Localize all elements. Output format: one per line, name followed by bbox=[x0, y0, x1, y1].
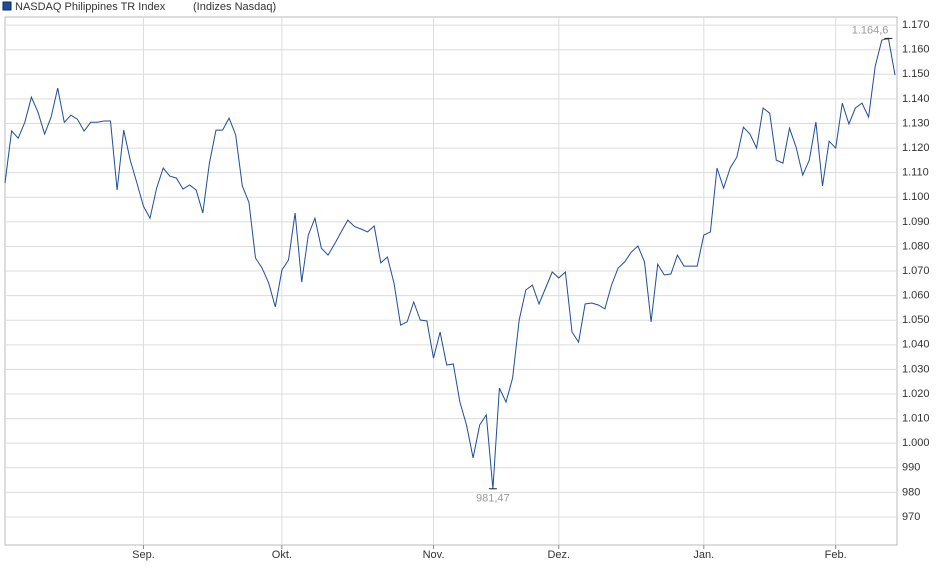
x-tick-label: Okt. bbox=[272, 549, 292, 561]
x-tick-label: Dez. bbox=[547, 549, 570, 561]
x-tick-label: Sep. bbox=[132, 549, 155, 561]
y-tick-label: 970 bbox=[902, 511, 920, 523]
y-tick-label: 1.100 bbox=[902, 191, 930, 203]
y-tick-label: 1.030 bbox=[902, 363, 930, 375]
y-tick-label: 1.150 bbox=[902, 68, 930, 80]
legend-label: NASDAQ Philippines TR Index bbox=[15, 1, 166, 13]
y-tick-label: 1.160 bbox=[902, 44, 930, 56]
x-tick-label: Jan. bbox=[693, 549, 714, 561]
legend-swatch bbox=[2, 1, 12, 11]
y-tick-label: 1.130 bbox=[902, 117, 930, 129]
y-tick-label: 1.090 bbox=[902, 216, 930, 228]
value-label: 981,47 bbox=[476, 493, 510, 505]
y-tick-label: 980 bbox=[902, 486, 920, 498]
y-tick-label: 1.170 bbox=[902, 19, 930, 31]
y-tick-label: 1.070 bbox=[902, 265, 930, 277]
y-tick-label: 1.040 bbox=[902, 339, 930, 351]
plot-frame bbox=[4, 16, 898, 546]
y-tick-label: 1.020 bbox=[902, 388, 930, 400]
y-tick-label: 990 bbox=[902, 462, 920, 474]
y-tick-label: 1.010 bbox=[902, 413, 930, 425]
y-tick-label: 1.140 bbox=[902, 93, 930, 105]
y-tick-label: 1.120 bbox=[902, 142, 930, 154]
chart-subtitle: (Indizes Nasdaq) bbox=[193, 1, 276, 13]
y-tick-label: 1.110 bbox=[902, 167, 929, 179]
y-tick-label: 1.000 bbox=[902, 437, 930, 449]
y-tick-label: 1.060 bbox=[902, 290, 930, 302]
x-tick-label: Nov. bbox=[423, 549, 445, 561]
value-label: 1.164,6 bbox=[852, 24, 889, 36]
line bbox=[4, 37, 896, 489]
y-tick-label: 1.080 bbox=[902, 240, 930, 252]
y-tick-label: 1.050 bbox=[902, 314, 930, 326]
x-tick-label: Feb. bbox=[825, 549, 847, 561]
